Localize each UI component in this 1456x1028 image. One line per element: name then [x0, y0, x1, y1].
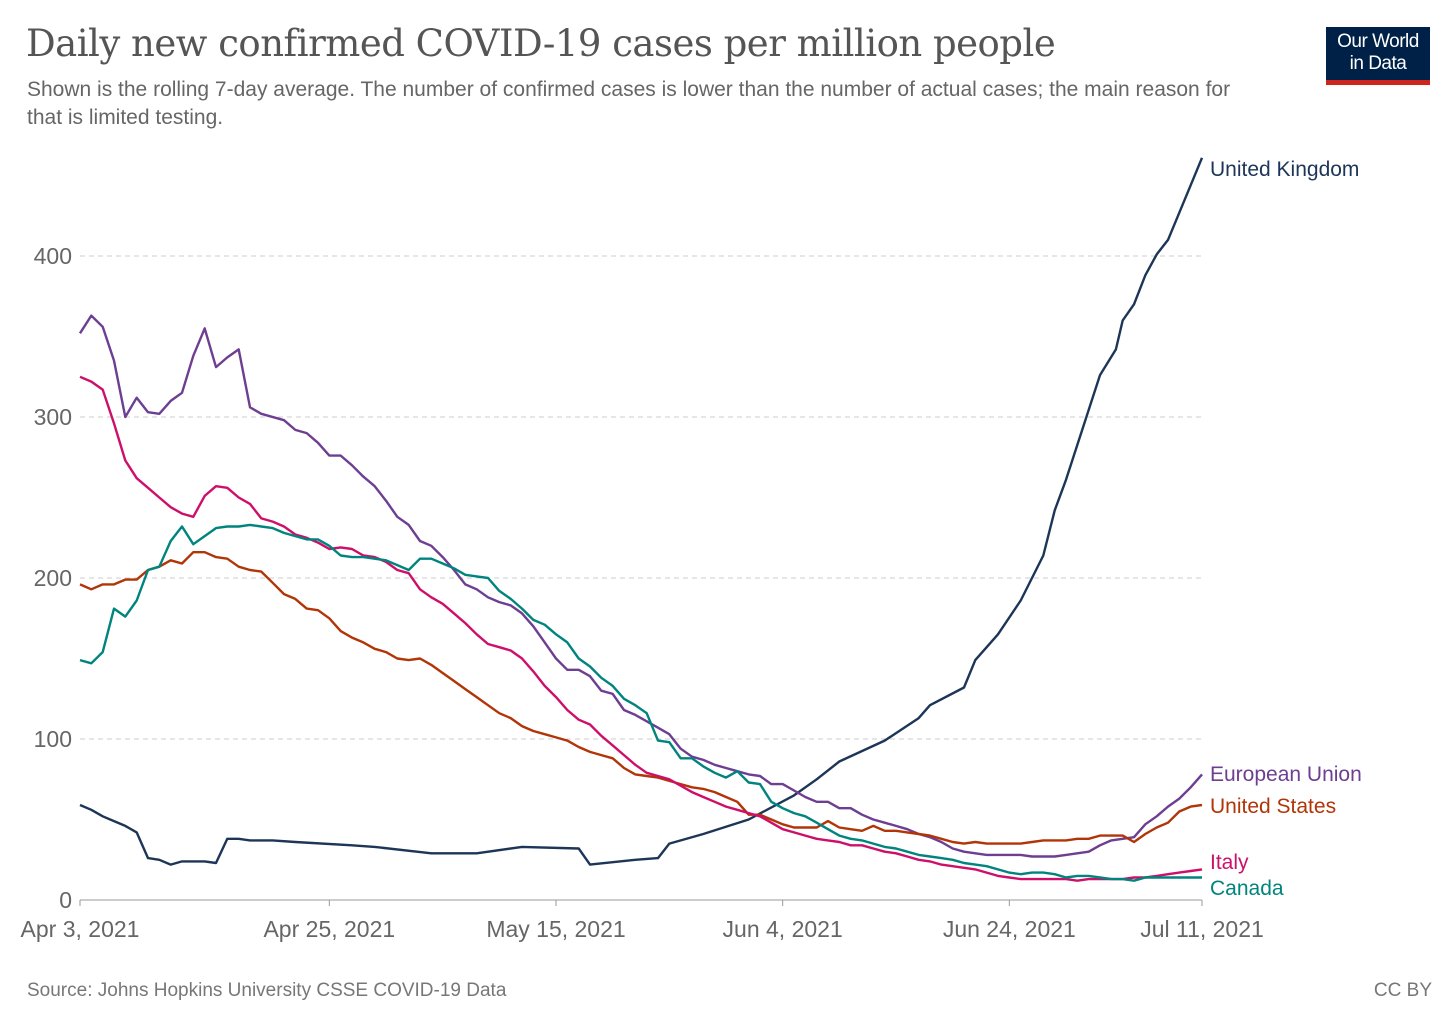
y-tick-label: 300	[34, 404, 72, 430]
x-tick-label: May 15, 2021	[486, 916, 625, 942]
series-label-italy[interactable]: Italy	[1210, 851, 1249, 874]
x-tick-label: Jun 4, 2021	[723, 916, 843, 942]
source-note[interactable]: Source: Johns Hopkins University CSSE CO…	[27, 980, 507, 1001]
x-tick-label: Jul 11, 2021	[1140, 916, 1264, 942]
series-label-united-states[interactable]: United States	[1210, 795, 1336, 818]
series-line-united-kingdom[interactable]	[79, 157, 1204, 866]
series-label-canada[interactable]: Canada	[1210, 877, 1284, 900]
y-tick-label: 400	[34, 243, 72, 269]
chart-title: Daily new confirmed COVID-19 cases per m…	[26, 22, 1056, 65]
series-label-european-union[interactable]: European Union	[1210, 763, 1362, 786]
chart-subtitle: Shown is the rolling 7-day average. The …	[27, 78, 1231, 129]
x-tick-label: Apr 3, 2021	[21, 916, 140, 942]
series-line-italy[interactable]	[79, 375, 1203, 882]
logo-line-2: in Data	[1349, 53, 1407, 74]
series-line-european-union[interactable]	[78, 314, 1203, 858]
x-tick-label: Jun 24, 2021	[943, 916, 1076, 942]
license-note[interactable]: CC BY	[1373, 980, 1432, 1001]
logo-line-1: Our World	[1337, 31, 1419, 52]
x-tick-label: Apr 25, 2021	[263, 916, 395, 942]
series-line-united-states[interactable]	[79, 551, 1203, 845]
owid-logo[interactable]: Our World in Data	[1326, 27, 1430, 85]
y-tick-label: 200	[34, 565, 72, 591]
y-tick-label: 0	[59, 887, 72, 913]
series-line-canada[interactable]	[79, 523, 1202, 882]
y-tick-label: 100	[34, 726, 72, 752]
series-label-united-kingdom[interactable]: United Kingdom	[1210, 158, 1359, 181]
